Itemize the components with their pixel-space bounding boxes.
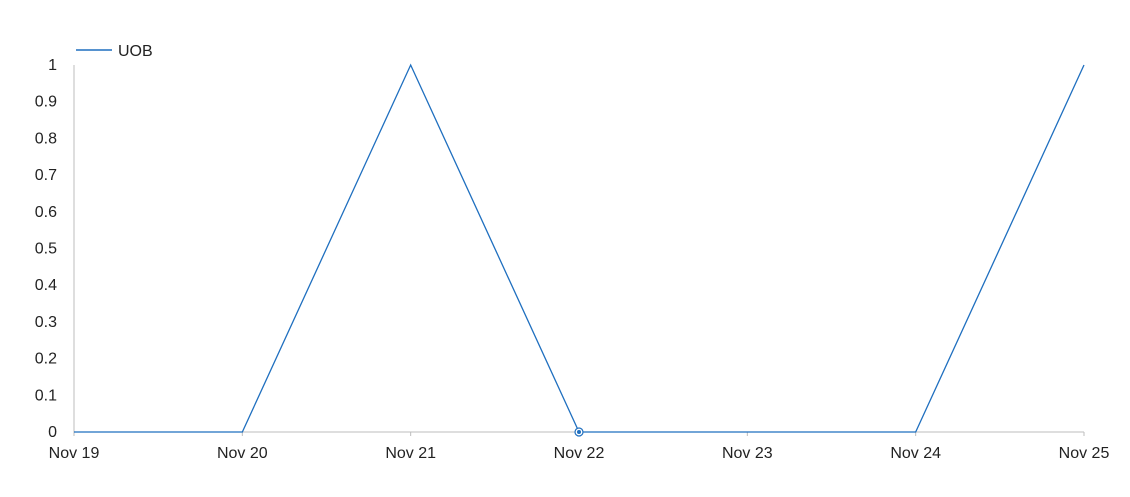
- y-tick-label: 0.8: [35, 130, 57, 147]
- y-tick-label: 1: [48, 57, 57, 74]
- x-tick-label: Nov 22: [554, 445, 605, 462]
- y-tick-label: 0.9: [35, 94, 57, 111]
- x-tick-label: Nov 19: [49, 445, 100, 462]
- x-tick-label: Nov 21: [385, 445, 436, 462]
- y-axis: 0 0.1 0.2 0.3 0.4 0.5 0.6 0.7 0.8 0.9 1: [35, 57, 75, 441]
- y-tick-label: 0.1: [35, 387, 57, 404]
- x-tick-label: Nov 24: [890, 445, 941, 462]
- legend: UOB: [76, 43, 153, 60]
- x-tick-label: Nov 23: [722, 445, 773, 462]
- x-tick-label: Nov 25: [1059, 445, 1110, 462]
- legend-label: UOB: [118, 43, 153, 60]
- x-tick-label: Nov 20: [217, 445, 268, 462]
- y-tick-label: 0.5: [35, 241, 57, 258]
- y-tick-label: 0.7: [35, 167, 57, 184]
- y-tick-label: 0: [48, 424, 57, 441]
- series-line-uob: [74, 63, 1085, 433]
- y-tick-label: 0.6: [35, 204, 57, 221]
- series-group: [74, 63, 1085, 437]
- y-tick-label: 0.4: [35, 277, 57, 294]
- highlighted-data-point-dot: [577, 430, 581, 434]
- y-tick-label: 0.3: [35, 314, 57, 331]
- y-tick-label: 0.2: [35, 351, 57, 368]
